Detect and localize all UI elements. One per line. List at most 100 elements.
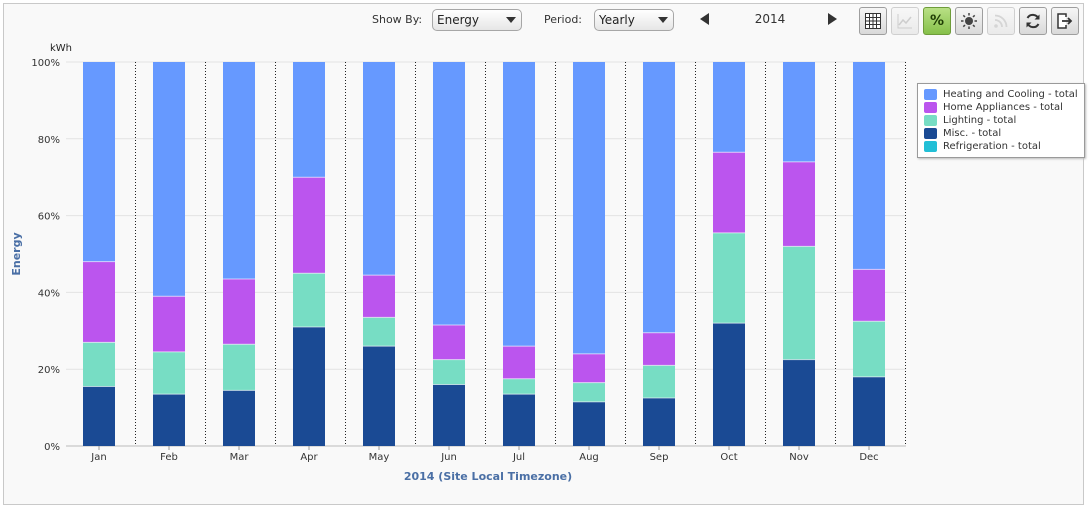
bar-segment[interactable] bbox=[643, 365, 675, 398]
y-tick-label: 40% bbox=[38, 288, 60, 299]
show-by-value: Energy bbox=[437, 13, 480, 27]
year-display: 2014 bbox=[754, 12, 786, 26]
bar-segment[interactable] bbox=[83, 261, 115, 343]
bar-segment[interactable] bbox=[853, 62, 885, 270]
legend-item[interactable]: Misc. - total bbox=[924, 127, 1084, 140]
category-separators bbox=[135, 62, 906, 446]
legend-item[interactable]: Lighting - total bbox=[924, 114, 1084, 127]
legend-item[interactable]: Home Appliances - total bbox=[924, 101, 1084, 114]
bar-segment[interactable] bbox=[293, 177, 325, 274]
next-year-button[interactable] bbox=[828, 13, 837, 25]
bar-segment[interactable] bbox=[153, 62, 185, 297]
bar-segment[interactable] bbox=[433, 325, 465, 360]
period-value: Yearly bbox=[599, 13, 635, 27]
y-axis: 0% 20% 40% 60% 80% 100% bbox=[31, 58, 60, 453]
x-tick-label: Oct bbox=[720, 452, 737, 463]
legend-label: Home Appliances - total bbox=[943, 102, 1063, 113]
y-tick-label: 60% bbox=[38, 212, 60, 223]
bar-segment[interactable] bbox=[503, 378, 535, 395]
bar-segment[interactable] bbox=[293, 273, 325, 327]
bar-segment[interactable] bbox=[153, 394, 185, 446]
rss-icon bbox=[994, 14, 1008, 28]
export-button[interactable] bbox=[1051, 7, 1079, 35]
sun-icon bbox=[961, 13, 977, 29]
bar-segment[interactable] bbox=[573, 401, 605, 446]
table-view-button[interactable] bbox=[859, 7, 887, 35]
toolbar: Show By: Energy Period: Yearly 2014 % bbox=[0, 0, 1089, 44]
bar-segment[interactable] bbox=[83, 386, 115, 446]
bar-segment[interactable] bbox=[853, 376, 885, 446]
bar-segment[interactable] bbox=[713, 232, 745, 324]
bar-segment[interactable] bbox=[433, 359, 465, 385]
line-chart-button[interactable] bbox=[891, 7, 919, 35]
previous-year-button[interactable] bbox=[700, 13, 709, 25]
bar-segment[interactable] bbox=[713, 323, 745, 446]
x-tick-label: Jul bbox=[512, 452, 525, 463]
bar-segment[interactable] bbox=[363, 275, 395, 318]
legend-item[interactable]: Refrigeration - total bbox=[924, 140, 1084, 153]
x-tick-label: Jan bbox=[90, 452, 106, 463]
bar-segment[interactable] bbox=[363, 62, 395, 276]
chevron-down-icon bbox=[658, 17, 668, 23]
bar-segment[interactable] bbox=[853, 269, 885, 322]
export-icon bbox=[1057, 13, 1073, 29]
bar-segment[interactable] bbox=[643, 398, 675, 446]
legend-label: Misc. - total bbox=[943, 128, 1002, 139]
bar-segment[interactable] bbox=[573, 353, 605, 383]
line-chart-icon bbox=[897, 14, 912, 29]
refresh-button[interactable] bbox=[1019, 7, 1047, 35]
bar-segment[interactable] bbox=[643, 332, 675, 366]
bar-segment[interactable] bbox=[573, 62, 605, 354]
legend-item[interactable]: Heating and Cooling - total bbox=[924, 88, 1084, 101]
percent-icon: % bbox=[929, 13, 945, 29]
legend-swatch bbox=[924, 115, 937, 126]
bar-segment[interactable] bbox=[783, 359, 815, 446]
x-tick-label: Jun bbox=[440, 452, 457, 463]
x-tick-label: Aug bbox=[579, 452, 599, 463]
percent-view-button[interactable]: % bbox=[923, 7, 951, 35]
bar-segment[interactable] bbox=[363, 346, 395, 446]
bar-segment[interactable] bbox=[643, 62, 675, 333]
bar-segment[interactable] bbox=[153, 351, 185, 395]
bars bbox=[83, 62, 885, 446]
bar-segment[interactable] bbox=[503, 62, 535, 347]
bar-segment[interactable] bbox=[503, 394, 535, 446]
rss-button[interactable] bbox=[987, 7, 1015, 35]
legend-label: Refrigeration - total bbox=[943, 141, 1041, 152]
x-tick-label: Apr bbox=[300, 452, 318, 463]
bar-segment[interactable] bbox=[853, 321, 885, 377]
bar-segment[interactable] bbox=[573, 382, 605, 402]
bar-segment[interactable] bbox=[713, 152, 745, 233]
bar-segment[interactable] bbox=[293, 62, 325, 178]
show-by-select[interactable]: Energy bbox=[432, 9, 522, 31]
x-tick-label: Mar bbox=[230, 452, 250, 463]
x-tick-label: Feb bbox=[160, 452, 178, 463]
bar-segment[interactable] bbox=[223, 344, 255, 391]
table-icon bbox=[865, 13, 881, 29]
bar-segment[interactable] bbox=[433, 384, 465, 446]
bar-segment[interactable] bbox=[223, 62, 255, 279]
bar-segment[interactable] bbox=[223, 390, 255, 446]
bar-segment[interactable] bbox=[783, 62, 815, 162]
bar-segment[interactable] bbox=[153, 296, 185, 352]
legend-swatch bbox=[924, 89, 937, 100]
bar-segment[interactable] bbox=[783, 161, 815, 247]
show-by-label: Show By: bbox=[372, 13, 423, 26]
period-select[interactable]: Yearly bbox=[594, 9, 674, 31]
bar-segment[interactable] bbox=[783, 246, 815, 360]
bar-segment[interactable] bbox=[713, 62, 745, 153]
bar-segment[interactable] bbox=[293, 326, 325, 446]
bar-segment[interactable] bbox=[223, 278, 255, 345]
bar-segment[interactable] bbox=[433, 62, 465, 326]
y-tick-label: 80% bbox=[38, 135, 60, 146]
x-tick-label: Sep bbox=[650, 452, 669, 463]
bar-segment[interactable] bbox=[503, 346, 535, 379]
legend-swatch bbox=[924, 128, 937, 139]
bar-segment[interactable] bbox=[363, 317, 395, 347]
legend-swatch bbox=[924, 141, 937, 152]
x-tick-label: Nov bbox=[789, 452, 809, 463]
bar-segment[interactable] bbox=[83, 342, 115, 387]
weather-button[interactable] bbox=[955, 7, 983, 35]
bar-segment[interactable] bbox=[83, 62, 115, 262]
